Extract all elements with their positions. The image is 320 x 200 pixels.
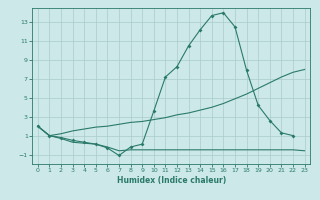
X-axis label: Humidex (Indice chaleur): Humidex (Indice chaleur) xyxy=(116,176,226,185)
